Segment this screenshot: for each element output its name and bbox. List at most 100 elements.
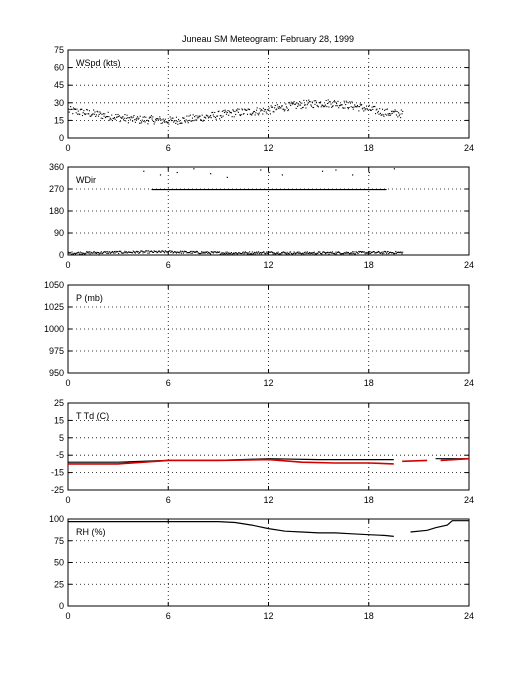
data-point (350, 189, 352, 191)
data-point (102, 251, 104, 253)
data-point (237, 111, 239, 113)
data-point (86, 108, 88, 111)
data-point (148, 120, 150, 122)
data-point (356, 189, 359, 191)
data-point (256, 107, 258, 109)
data-point (198, 253, 200, 255)
data-point (104, 251, 106, 253)
data-point (279, 189, 281, 191)
data-point (247, 108, 249, 110)
data-point (210, 189, 212, 191)
data-point (92, 113, 94, 115)
data-point (252, 189, 254, 191)
data-point (269, 189, 271, 191)
data-point (127, 117, 129, 119)
data-point (355, 251, 357, 253)
data-point (379, 252, 381, 254)
data-point (195, 115, 197, 117)
data-point (145, 250, 148, 252)
data-point (191, 120, 193, 122)
data-point (180, 252, 182, 254)
data-point (123, 117, 125, 119)
data-point (340, 253, 342, 255)
data-point (308, 101, 310, 103)
data-point (302, 106, 304, 108)
y-axis-label: WDir (76, 175, 96, 185)
data-point (400, 251, 402, 253)
data-point (141, 119, 143, 121)
data-point (278, 189, 281, 191)
data-point (250, 252, 252, 254)
data-point (125, 252, 127, 254)
data-point (254, 253, 256, 255)
data-point (139, 122, 141, 124)
data-point (86, 109, 88, 111)
data-point (154, 121, 156, 123)
data-point (315, 101, 317, 103)
data-point (147, 123, 149, 125)
y-tick-label: 45 (54, 80, 64, 90)
data-point (223, 252, 225, 254)
data-point (219, 251, 221, 253)
data-point (124, 250, 126, 252)
data-point (175, 189, 177, 191)
data-point (335, 251, 337, 253)
data-point (75, 252, 77, 254)
y-tick-label: 1050 (44, 280, 64, 290)
data-point (306, 251, 308, 253)
data-point (217, 111, 219, 113)
data-point (268, 107, 270, 109)
data-point (288, 101, 290, 103)
data-point (279, 253, 281, 255)
data-point (331, 106, 333, 108)
data-point (358, 110, 360, 112)
data-point (367, 189, 369, 191)
data-point (206, 189, 208, 191)
data-point (347, 251, 349, 254)
data-point (280, 253, 282, 255)
data-point (160, 189, 162, 191)
data-point (210, 253, 212, 255)
data-point (111, 114, 113, 116)
series-3 (68, 458, 394, 465)
data-point (263, 189, 265, 191)
data-point (212, 189, 214, 191)
data-point (259, 252, 261, 254)
data-point (360, 189, 362, 191)
data-point (185, 189, 187, 191)
data-point (310, 252, 313, 254)
data-point (81, 252, 83, 254)
data-point (101, 252, 103, 254)
data-point (139, 115, 141, 117)
y-tick-label: 25 (54, 398, 64, 408)
data-point (292, 252, 294, 255)
data-point (385, 251, 387, 253)
data-point (181, 122, 183, 124)
data-point (111, 120, 113, 122)
data-point (306, 252, 308, 254)
data-point (311, 252, 313, 254)
data-point (361, 104, 363, 106)
data-point (303, 99, 305, 101)
data-point (388, 114, 390, 116)
data-point (129, 251, 131, 253)
data-point (152, 120, 155, 123)
data-point (193, 251, 195, 253)
data-point (285, 189, 288, 191)
data-point (239, 252, 241, 254)
data-point (295, 189, 297, 191)
data-point (246, 109, 248, 111)
data-point (222, 253, 224, 255)
data-point (161, 122, 164, 124)
data-point (375, 109, 377, 111)
data-point (121, 252, 123, 254)
data-point (173, 251, 175, 253)
data-point (363, 189, 365, 191)
data-point (342, 107, 344, 109)
data-point (375, 252, 377, 254)
data-point (283, 110, 285, 112)
data-point (136, 116, 139, 118)
data-point (319, 189, 321, 191)
